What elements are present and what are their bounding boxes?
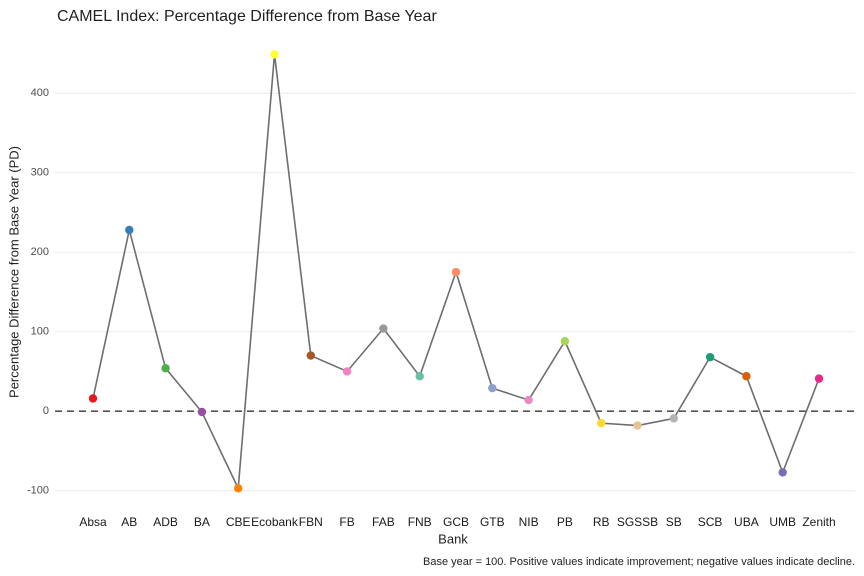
y-tick-label: 0 [43,405,49,417]
x-tick-label: AB [121,515,137,529]
point [742,372,751,381]
x-tick-label: FBN [299,515,323,529]
point [451,267,461,277]
x-tick-label: Ecobank [251,515,299,529]
chart-title: CAMEL Index: Percentage Difference from … [57,8,437,25]
x-tick-label: FAB [372,515,395,529]
point [379,324,388,333]
x-tick-label: NIB [519,515,539,529]
x-tick-label: PB [557,515,573,529]
x-tick-label: Zenith [802,515,835,529]
y-tick-label: 200 [31,246,49,258]
point [161,364,170,373]
x-tick-label: BA [194,515,210,529]
x-tick-label: UBA [734,515,759,529]
point [342,367,352,376]
point [778,468,787,477]
point [705,352,715,362]
x-tick-label: FNB [408,515,432,529]
point [234,484,243,493]
x-tick-label: SGSSB [617,515,658,529]
point [597,418,606,428]
x-tick-label: UMB [769,515,796,529]
point [669,414,678,423]
point [415,372,424,381]
x-tick-label: Absa [79,515,107,529]
x-tick-label: GCB [443,515,469,529]
point [306,351,315,360]
x-tick-label: RB [593,515,610,529]
x-axis-label: Bank [438,531,468,546]
y-tick-label: 400 [31,87,49,99]
point [524,395,533,405]
y-tick-label: 300 [31,167,49,179]
x-tick-label: FB [339,515,354,529]
point [270,50,279,59]
x-tick-label: GTB [480,515,505,529]
point [88,394,98,403]
point [125,225,134,235]
y-tick-label: -100 [27,485,49,497]
x-tick-label: CBE [226,515,251,529]
point [633,421,642,430]
y-axis-label: Percentage Difference from Base Year (PD… [6,146,21,398]
y-tick-label: 100 [31,326,49,338]
caption: Base year = 100. Positive values indicat… [423,556,855,568]
point [560,337,570,346]
x-tick-label: SCB [698,515,723,529]
x-tick-label: ADB [153,515,178,529]
point [488,383,497,393]
point [814,374,824,383]
point [197,407,207,417]
x-tick-label: SB [666,515,682,529]
